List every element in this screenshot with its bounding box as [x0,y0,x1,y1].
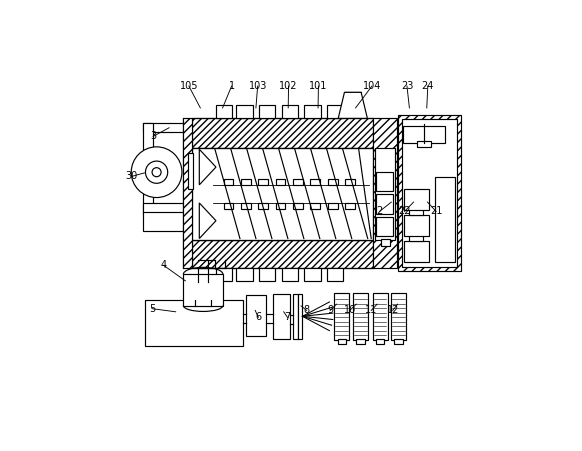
Text: 12: 12 [386,305,399,315]
Bar [376,194,393,214]
Text: 102: 102 [279,81,298,91]
Polygon shape [199,203,216,239]
Bar [241,179,251,185]
Bar [293,203,303,209]
Bar [183,118,193,268]
Text: 103: 103 [249,81,267,91]
Bar [215,268,232,281]
Bar [193,240,373,268]
Bar [417,141,431,147]
Bar [304,268,321,281]
Bar [146,299,243,346]
Text: 105: 105 [180,81,198,91]
Bar [293,179,303,185]
Bar [241,203,251,209]
Bar [276,179,285,185]
Bar [345,203,355,209]
Text: 3: 3 [150,131,156,142]
Bar [327,105,343,118]
Bar [310,179,320,185]
Text: 5: 5 [149,304,155,313]
Text: 30: 30 [126,171,138,181]
Bar [293,294,297,339]
Bar [391,294,406,340]
Bar [282,268,298,281]
Bar [376,339,384,345]
Text: 7: 7 [285,313,290,322]
Bar [376,172,393,191]
Bar [298,294,303,339]
Bar [215,105,232,118]
Text: 11: 11 [365,305,377,315]
Bar [236,105,253,118]
Bar [143,212,188,231]
Text: 104: 104 [363,81,381,91]
Bar [381,239,389,246]
Text: 22: 22 [398,207,411,216]
Bar [183,274,223,305]
Bar [143,203,188,213]
Bar [404,241,428,262]
Bar [409,203,423,215]
Bar [223,179,233,185]
Bar [328,179,338,185]
Bar [188,153,193,189]
Text: 21: 21 [430,207,442,216]
Bar [403,120,457,267]
Bar [395,339,403,345]
Bar [409,229,423,241]
Bar [258,203,268,209]
Text: 24: 24 [421,81,434,91]
Bar [372,294,388,340]
Bar [327,268,343,281]
Circle shape [131,147,182,198]
Bar [404,215,428,236]
Bar [193,148,373,240]
Bar [328,203,338,209]
Circle shape [146,161,168,183]
Text: 2: 2 [377,207,382,216]
Bar [338,339,346,345]
Bar [282,105,298,118]
Bar [259,105,275,118]
Bar [373,118,396,268]
Bar [335,294,349,340]
Bar [274,294,290,339]
Text: 23: 23 [401,81,413,91]
Bar [304,105,321,118]
Bar [398,115,462,271]
Bar [276,203,285,209]
Text: 8: 8 [304,305,310,315]
Text: 1: 1 [229,81,235,91]
Bar [403,126,445,143]
Text: 6: 6 [255,313,261,322]
Text: 10: 10 [343,305,356,315]
Bar [310,203,320,209]
Text: 4: 4 [161,260,166,270]
Bar [353,294,368,340]
Bar [375,148,395,240]
Bar [258,179,268,185]
Bar [435,177,455,262]
Bar [404,189,428,210]
Bar [345,179,355,185]
Bar [193,118,373,148]
Text: 101: 101 [309,81,328,91]
Polygon shape [199,149,216,185]
Bar [376,217,393,236]
Text: 9: 9 [327,305,333,315]
Bar [259,268,275,281]
Circle shape [152,168,161,177]
Bar [223,203,233,209]
Bar [236,268,253,281]
Bar [143,123,153,213]
Bar [246,295,266,336]
Bar [356,339,365,345]
Polygon shape [338,92,367,118]
Bar [143,123,188,132]
